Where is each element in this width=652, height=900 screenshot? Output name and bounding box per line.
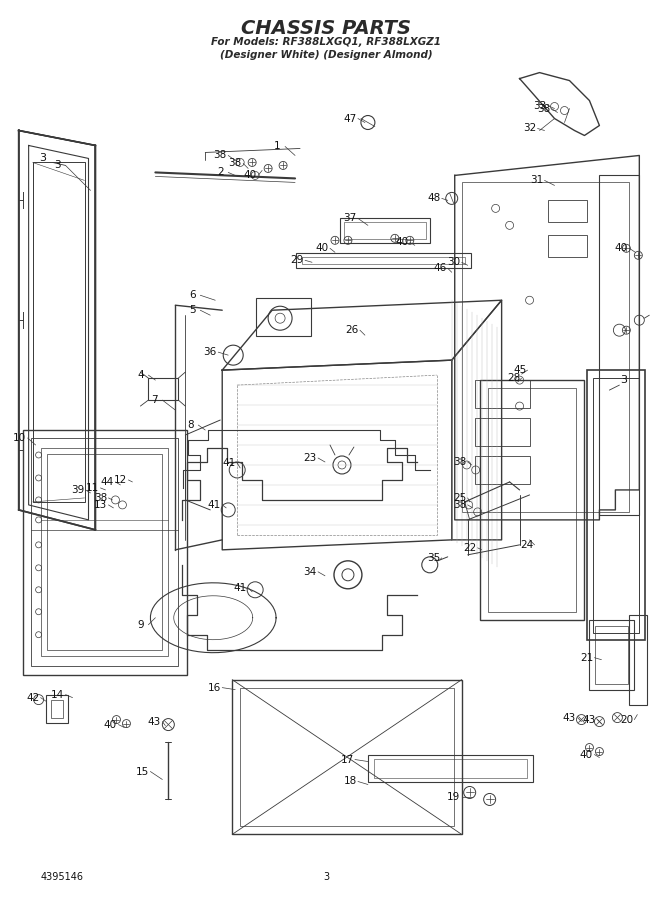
Text: 3: 3 (323, 872, 329, 882)
Text: 4395146: 4395146 (40, 872, 83, 882)
Bar (548, 201, 587, 222)
Bar (302, 257, 465, 265)
Text: 15: 15 (136, 767, 149, 777)
Bar (46, 695, 68, 723)
Bar (232, 680, 462, 834)
Bar (480, 380, 584, 620)
Bar (340, 219, 430, 243)
Bar (344, 222, 426, 239)
Bar (368, 754, 533, 782)
Bar (256, 298, 311, 337)
Text: 1: 1 (274, 141, 280, 151)
Text: 5: 5 (189, 305, 196, 315)
Text: 16: 16 (207, 682, 221, 693)
Text: For Models: RF388LXGQ1, RF388LXGZ1: For Models: RF388LXGQ1, RF388LXGZ1 (211, 37, 441, 47)
Text: 11: 11 (86, 483, 99, 493)
Text: 45: 45 (513, 365, 526, 375)
Text: 23: 23 (303, 453, 317, 463)
Text: 41: 41 (233, 583, 247, 593)
Text: 38: 38 (214, 150, 227, 160)
Text: 22: 22 (463, 543, 477, 553)
Text: 21: 21 (580, 652, 593, 662)
Text: 48: 48 (427, 194, 440, 203)
Text: 35: 35 (427, 553, 440, 562)
Text: 24: 24 (520, 540, 533, 550)
Text: 40: 40 (615, 243, 628, 253)
Text: 40: 40 (580, 750, 593, 760)
Text: 38: 38 (229, 158, 242, 168)
Bar (488, 388, 576, 612)
Text: 38: 38 (453, 457, 466, 467)
Text: 40: 40 (316, 243, 329, 253)
Text: 17: 17 (340, 754, 353, 764)
Text: CHASSIS PARTS: CHASSIS PARTS (241, 19, 411, 38)
Text: 40: 40 (104, 720, 117, 730)
Bar (475, 456, 529, 484)
Bar (46, 454, 162, 650)
Text: 9: 9 (137, 620, 143, 630)
Text: 29: 29 (290, 256, 304, 266)
Text: 39: 39 (71, 485, 84, 495)
Bar (296, 253, 471, 268)
Text: 33: 33 (533, 101, 546, 111)
Text: 34: 34 (303, 567, 317, 577)
Text: 26: 26 (346, 325, 359, 335)
Text: 2: 2 (217, 167, 224, 177)
Bar (548, 235, 587, 257)
Text: 37: 37 (344, 213, 357, 223)
Bar (595, 626, 629, 684)
Text: 31: 31 (530, 176, 543, 185)
Text: 6: 6 (189, 290, 196, 301)
Text: 3: 3 (620, 375, 627, 385)
Text: 38: 38 (453, 500, 466, 510)
Text: 32: 32 (523, 123, 536, 133)
Text: 20: 20 (620, 715, 633, 724)
Bar (587, 370, 645, 640)
Text: 40: 40 (244, 170, 257, 180)
Text: 12: 12 (114, 475, 127, 485)
Bar (599, 176, 640, 515)
Text: 25: 25 (453, 493, 466, 503)
Text: 42: 42 (26, 693, 39, 703)
Bar (51, 699, 63, 717)
Text: 41: 41 (207, 500, 221, 510)
Text: 3: 3 (54, 160, 61, 170)
Text: 3: 3 (39, 154, 46, 164)
Bar (31, 438, 178, 666)
Text: 4: 4 (137, 370, 143, 380)
Text: (Designer White) (Designer Almond): (Designer White) (Designer Almond) (220, 50, 432, 59)
Text: 38: 38 (94, 493, 107, 503)
Text: 7: 7 (151, 395, 158, 405)
Text: 18: 18 (344, 777, 357, 787)
Text: 46: 46 (433, 264, 447, 274)
Text: 14: 14 (51, 689, 64, 699)
Bar (475, 380, 529, 408)
Bar (240, 688, 454, 826)
Bar (589, 620, 634, 689)
Text: 40: 40 (395, 238, 408, 248)
Bar (593, 378, 640, 633)
Text: 10: 10 (13, 433, 26, 443)
Text: 19: 19 (447, 793, 460, 803)
Text: 43: 43 (583, 715, 596, 724)
Text: 30: 30 (447, 257, 460, 267)
Bar (629, 615, 647, 705)
Text: 43: 43 (148, 716, 161, 726)
Bar (40, 448, 168, 656)
Bar (462, 183, 629, 512)
Text: 44: 44 (101, 477, 114, 487)
Text: 47: 47 (344, 113, 357, 123)
Text: 13: 13 (94, 500, 107, 510)
Text: 43: 43 (563, 713, 576, 723)
Bar (374, 759, 527, 778)
Text: 36: 36 (203, 347, 217, 357)
Bar (23, 430, 187, 675)
Bar (33, 162, 85, 502)
Text: 8: 8 (187, 420, 194, 430)
Bar (149, 378, 178, 400)
Text: 28: 28 (507, 374, 520, 383)
Bar (475, 418, 529, 446)
Text: 38: 38 (537, 104, 550, 113)
Text: 41: 41 (222, 458, 236, 468)
